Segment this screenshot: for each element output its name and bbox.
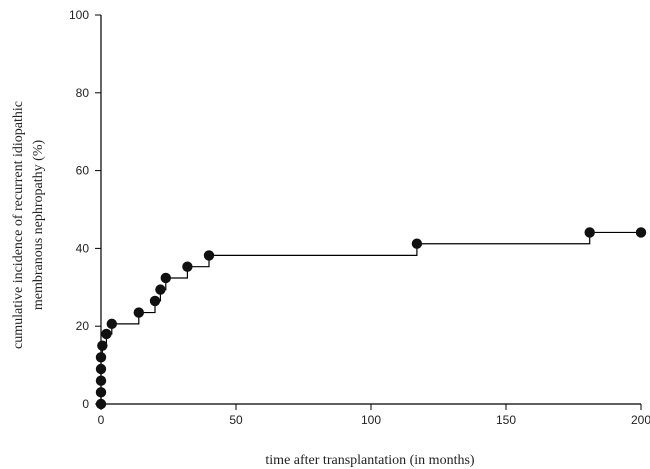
data-point [95, 363, 107, 375]
data-point [160, 272, 171, 284]
data-point [95, 375, 107, 386]
markers [95, 227, 647, 410]
y-axis-title-line-2: membranous nephropathy (%) [31, 140, 46, 311]
data-point [203, 250, 215, 261]
x-tick-label: 150 [496, 413, 516, 427]
x-tick-label: 0 [98, 413, 105, 427]
y-tick-label: 40 [76, 241, 90, 255]
data-point [106, 318, 118, 330]
data-point [155, 284, 166, 295]
data-point [182, 261, 193, 272]
x-axis-title: time after transplantation (in months) [265, 453, 475, 468]
data-point [95, 387, 107, 398]
x-tick-label: 200 [631, 413, 650, 427]
x-tick-label: 50 [229, 413, 243, 427]
data-point [95, 352, 107, 363]
data-point [97, 340, 108, 351]
data-point [95, 398, 107, 410]
y-tick-label: 20 [76, 319, 90, 333]
data-point [411, 238, 423, 249]
axes [100, 15, 641, 405]
x-tick-label: 100 [361, 413, 381, 427]
data-point [149, 295, 161, 307]
y-tick-label: 80 [76, 86, 90, 100]
y-axis-title-line-1: cumulative incidence of recurrent idiopa… [11, 101, 26, 349]
y-tick-label: 0 [82, 397, 89, 411]
step-line [100, 231, 641, 404]
y-tick-label: 100 [69, 8, 89, 22]
data-point [635, 227, 647, 238]
data-point [584, 227, 595, 238]
data-point [133, 307, 144, 318]
data-point [101, 328, 112, 340]
y-axis-title: cumulative incidence of recurrent idiopa… [11, 101, 46, 349]
ticks: 0 20 40 60 80 100 0 50 100 150 200 [69, 8, 650, 427]
y-tick-label: 60 [76, 164, 90, 178]
